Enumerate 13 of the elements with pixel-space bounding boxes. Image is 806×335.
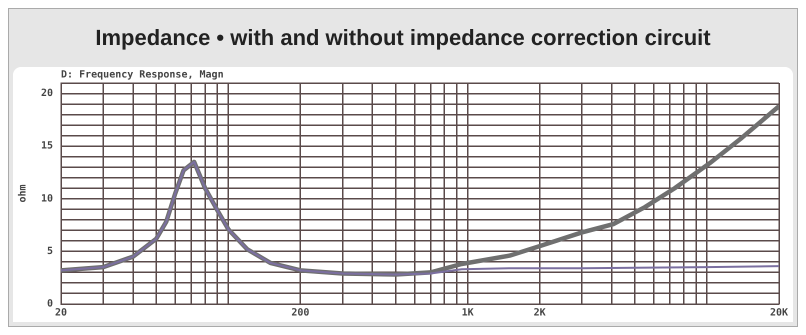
y-tick-label: 0 (47, 298, 54, 310)
y-axis-title: ohm (18, 184, 29, 203)
x-tick-label: 20 (55, 308, 68, 319)
y-tick-label: 10 (40, 193, 54, 204)
y-tick-label: 15 (40, 140, 54, 152)
x-tick-label: 1K (462, 308, 474, 319)
chart-title: Impedance • with and without impedance correction circuit (94, 24, 712, 52)
y-tick-label: 5 (47, 246, 54, 257)
chart-subtitle: D: Frequency Response, Magn (61, 70, 224, 81)
y-tick-label: 20 (40, 88, 54, 100)
x-tick-label: 20K (770, 308, 788, 319)
x-tick-label: 200 (291, 308, 310, 319)
x-tick-label: 2K (534, 308, 546, 319)
